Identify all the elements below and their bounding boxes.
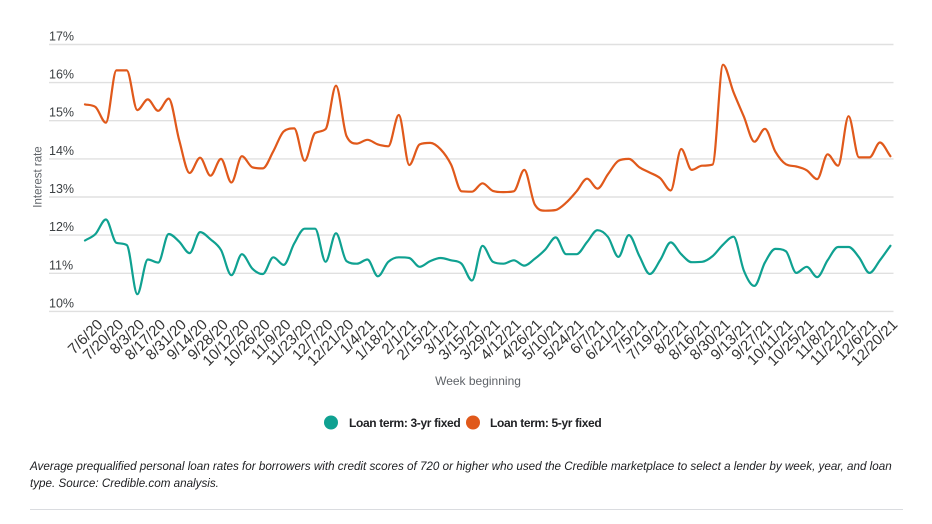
svg-text:15%: 15% xyxy=(49,106,74,120)
svg-text:Loan term: 3-yr fixed: Loan term: 3-yr fixed xyxy=(349,416,460,430)
svg-text:Loan term: 5-yr fixed: Loan term: 5-yr fixed xyxy=(490,416,601,430)
svg-text:13%: 13% xyxy=(49,182,74,196)
svg-text:14%: 14% xyxy=(49,144,74,158)
svg-text:10%: 10% xyxy=(49,296,74,310)
svg-text:11%: 11% xyxy=(49,258,73,272)
svg-text:16%: 16% xyxy=(49,68,74,82)
svg-text:17%: 17% xyxy=(49,30,74,44)
svg-text:12%: 12% xyxy=(49,220,74,234)
svg-text:Week beginning: Week beginning xyxy=(435,374,521,388)
svg-text:Interest rate: Interest rate xyxy=(33,146,45,207)
